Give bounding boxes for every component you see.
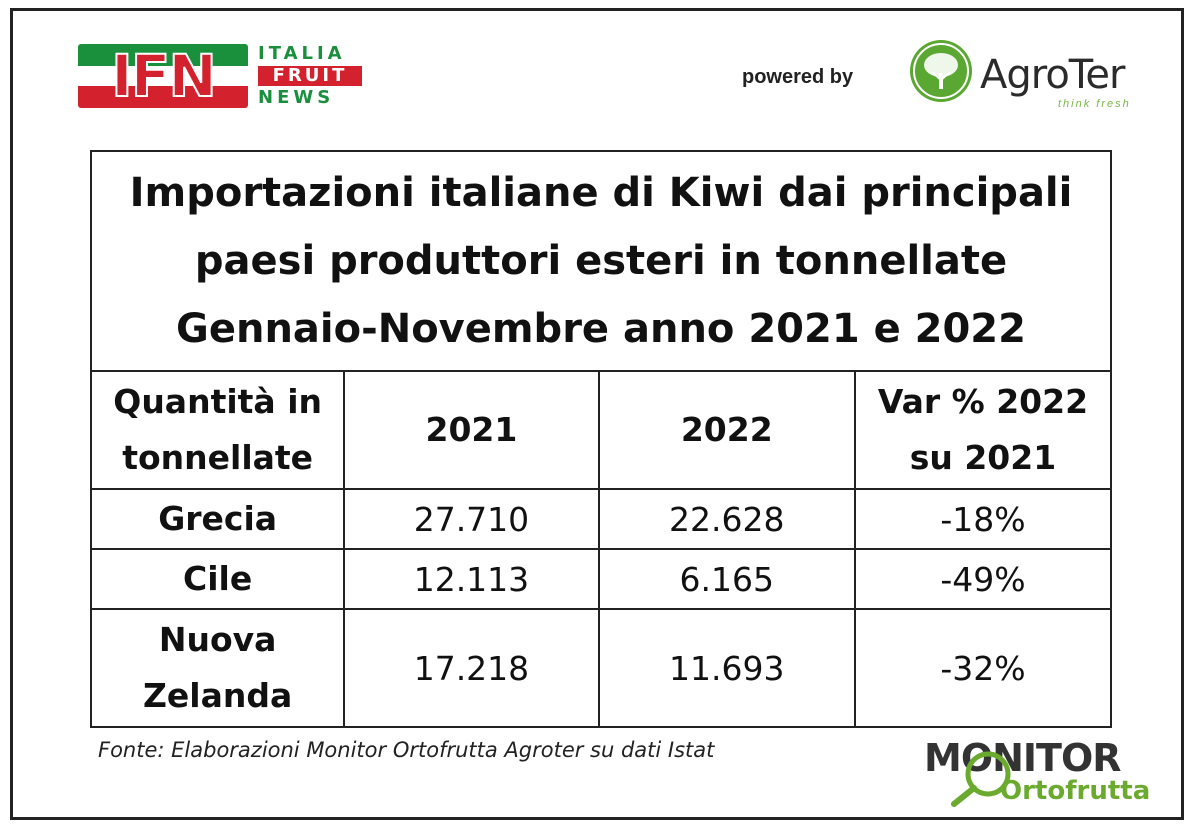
value-2021: 17.218 <box>343 608 600 728</box>
table-title-line: Gennaio-Novembre anno 2021 e 2022 <box>176 306 1026 352</box>
country-cell: Nuova Zelanda <box>89 608 346 728</box>
value-variation: -49% <box>853 548 1113 610</box>
header-quantity-line1: Quantità in <box>113 382 322 421</box>
ifn-logo-italia: ITALIA <box>258 43 346 64</box>
agroter-logo: AgroTer think fresh <box>910 40 1160 112</box>
table-header-row: Quantità in tonnellate 2021 2022 Var % 2… <box>89 370 1113 490</box>
header-variation-line1: Var % 2022 <box>877 382 1089 421</box>
kiwi-imports-table: Importazioni italiane di Kiwi dai princi… <box>89 150 1113 728</box>
agroter-tagline: think fresh <box>1058 98 1131 110</box>
table-row: Grecia 27.710 22.628 -18% <box>89 488 1113 550</box>
ifn-logo-fruit: FRUIT <box>258 66 362 86</box>
powered-by-label: powered by <box>742 66 854 88</box>
image-frame <box>10 8 1184 820</box>
agroter-name: AgroTer <box>980 52 1125 98</box>
country-cell: Grecia <box>89 488 346 550</box>
country-name: Grecia <box>158 499 278 538</box>
header-2022: 2022 <box>597 370 856 490</box>
country-name: Cile <box>183 559 253 598</box>
header-quantity-line2: tonnellate <box>122 438 314 477</box>
monitor-ortofrutta-logo: MONITOR Ortofrutta <box>924 736 1160 808</box>
header-quantity: Quantità in tonnellate <box>89 370 346 490</box>
value-2021: 12.113 <box>343 548 600 610</box>
value-2022: 6.165 <box>597 548 856 610</box>
ifn-logo-mark: IFN <box>78 44 248 108</box>
header-variation: Var % 2022 su 2021 <box>853 370 1113 490</box>
tree-icon <box>910 40 972 102</box>
value-2022: 22.628 <box>597 488 856 550</box>
magnifier-icon <box>951 751 1011 807</box>
value-2022: 11.693 <box>597 608 856 728</box>
monitor-wordmark: MONITOR <box>924 736 1122 780</box>
header-variation-line2: su 2021 <box>909 438 1057 477</box>
country-cell: Cile <box>89 548 346 610</box>
ifn-logo-mark-text: IFN <box>110 44 218 108</box>
table-title-row: Importazioni italiane di Kiwi dai princi… <box>90 150 1112 372</box>
table-title-line: paesi produttori esteri in tonnellate <box>194 238 1008 284</box>
ifn-logo-news: NEWS <box>258 87 335 108</box>
ortofrutta-wordmark: Ortofrutta <box>1000 776 1151 806</box>
value-variation: -18% <box>853 488 1113 550</box>
table-row: Cile 12.113 6.165 -49% <box>89 548 1113 610</box>
ifn-logo-wordmark: ITALIA FRUIT NEWS <box>258 44 368 108</box>
table-row: Nuova Zelanda 17.218 11.693 -32% <box>89 608 1113 728</box>
header-2021: 2021 <box>343 370 600 490</box>
ifn-logo: IFN ITALIA FRUIT NEWS <box>78 44 368 116</box>
table-title-line: Importazioni italiane di Kiwi dai princi… <box>129 170 1073 216</box>
table-title: Importazioni italiane di Kiwi dai princi… <box>90 150 1112 372</box>
value-2021: 27.710 <box>343 488 600 550</box>
value-variation: -32% <box>853 608 1113 728</box>
source-note: Fonte: Elaborazioni Monitor Ortofrutta A… <box>98 738 715 762</box>
country-name-line1: Nuova <box>158 620 277 659</box>
country-name-line2: Zelanda <box>142 676 293 715</box>
